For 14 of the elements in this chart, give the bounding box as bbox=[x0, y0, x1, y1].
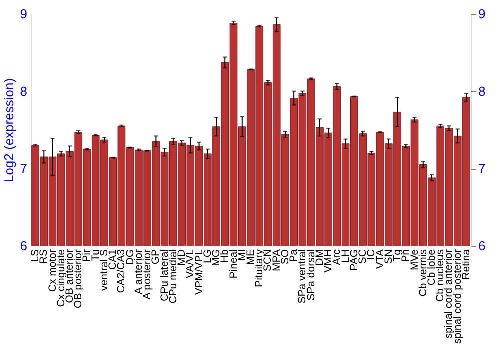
x-tick-label: RS bbox=[38, 250, 50, 264]
y-tick-label: 7 bbox=[20, 161, 28, 176]
y-tick-label: 9 bbox=[20, 6, 28, 22]
x-tick-label: OB posterior bbox=[72, 249, 85, 308]
y2-tick-label: 8 bbox=[478, 84, 486, 99]
x-tick-label: A posterior bbox=[142, 249, 154, 300]
x-tick-label: Tg bbox=[392, 249, 404, 262]
y-axis-title: Log2 (expression) bbox=[1, 78, 16, 183]
y2-tick-label: 9 bbox=[478, 6, 486, 22]
y-tick-label: 8 bbox=[20, 84, 28, 99]
y2-tick-label: 7 bbox=[478, 161, 486, 176]
y2-tick-label: 6 bbox=[478, 238, 486, 254]
y-tick-label: 6 bbox=[20, 238, 28, 254]
x-tick-label: DG bbox=[124, 250, 136, 266]
